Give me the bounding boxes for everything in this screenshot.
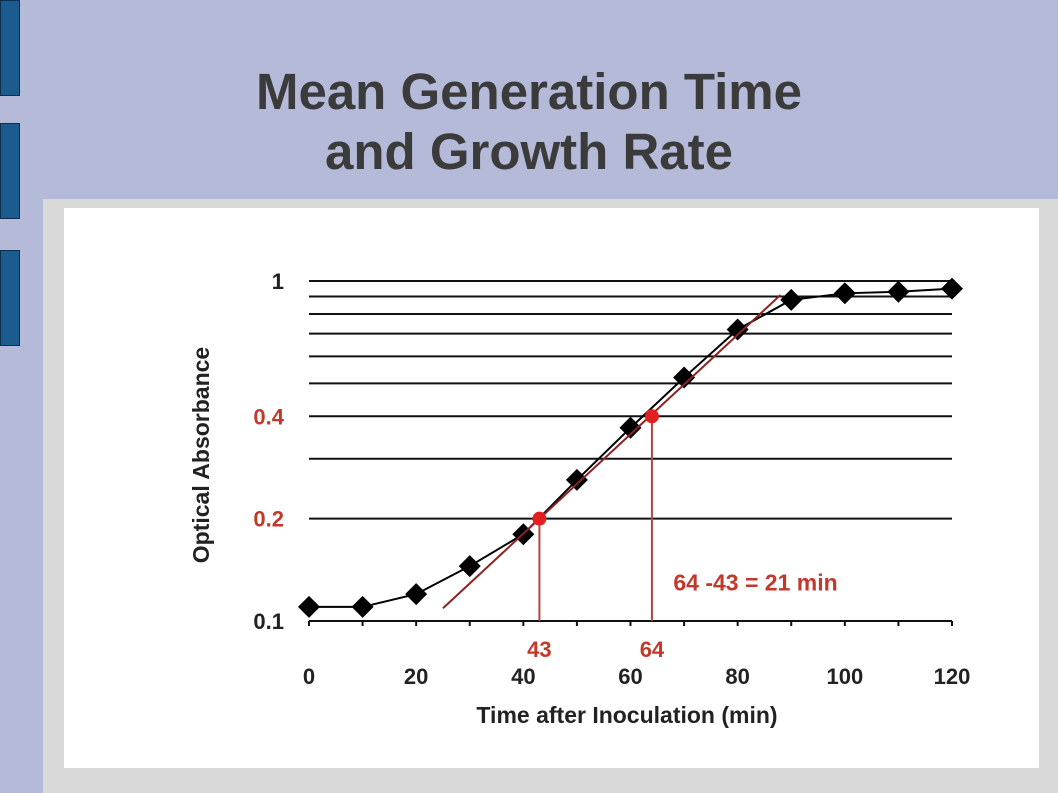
gridlines — [308, 280, 953, 626]
x-axis-label: Time after Inoculation (min) — [476, 702, 777, 728]
x-tick-label: 0 — [303, 664, 315, 689]
highlight-point — [532, 511, 547, 526]
data-point-marker — [673, 366, 696, 389]
y-tick-labels: 1 0.4 0.2 0.1 — [253, 269, 284, 634]
growth-curve-chart: 1 0.4 0.2 0.1 0 20 40 60 80 100 120 43 64 Optical … — [188, 269, 970, 728]
y-tick-label: 1 — [272, 269, 284, 294]
highlight-point — [644, 409, 659, 424]
x-tick-label: 20 — [404, 664, 428, 689]
slide-title-line-2: and Growth Rate — [324, 123, 734, 180]
slide-title-line-1: Mean Generation Time — [255, 63, 803, 120]
slide-side-tab-2 — [0, 123, 20, 219]
y-tick-label: 0.2 — [253, 507, 284, 532]
generation-time-annotation: 64 -43 = 21 min — [673, 569, 837, 595]
y-axis-label: Optical Absorbance — [188, 347, 214, 563]
x-tick-label: 120 — [934, 664, 971, 689]
data-point-marker — [833, 282, 856, 305]
trend-layer — [442, 294, 782, 610]
highlight-x-label: 43 — [527, 637, 551, 662]
data-point-marker — [726, 318, 749, 341]
data-point-marker — [298, 595, 320, 618]
trend-line — [442, 294, 782, 610]
slide-title: Mean Generation Time and Growth Rate — [0, 62, 1058, 182]
chart-area: 1 0.4 0.2 0.1 0 20 40 60 80 100 120 43 64 Optical … — [64, 208, 1039, 768]
x-tick-label: 100 — [826, 664, 863, 689]
data-point-marker — [405, 583, 428, 606]
data-series — [298, 277, 963, 618]
data-point-marker — [565, 468, 588, 491]
data-point-marker — [780, 288, 803, 311]
y-tick-label: 0.1 — [253, 609, 284, 634]
data-point-marker — [941, 277, 963, 300]
highlight-guides: 43 64 — [527, 416, 665, 662]
x-tick-label: 40 — [511, 664, 535, 689]
data-point-marker — [619, 416, 642, 439]
slide-side-tab-3 — [0, 250, 20, 346]
x-tick-label: 60 — [618, 664, 642, 689]
series-line — [309, 287, 953, 608]
data-point-marker — [351, 595, 374, 618]
highlight-x-label: 64 — [640, 637, 665, 662]
slide-side-tab-1 — [0, 0, 20, 96]
y-tick-label: 0.4 — [253, 404, 284, 429]
data-point-marker — [887, 280, 910, 303]
data-point-marker — [458, 555, 481, 578]
x-tick-label: 80 — [725, 664, 749, 689]
highlight-markers — [532, 409, 659, 526]
x-tick-labels: 0 20 40 60 80 100 120 — [303, 664, 970, 689]
